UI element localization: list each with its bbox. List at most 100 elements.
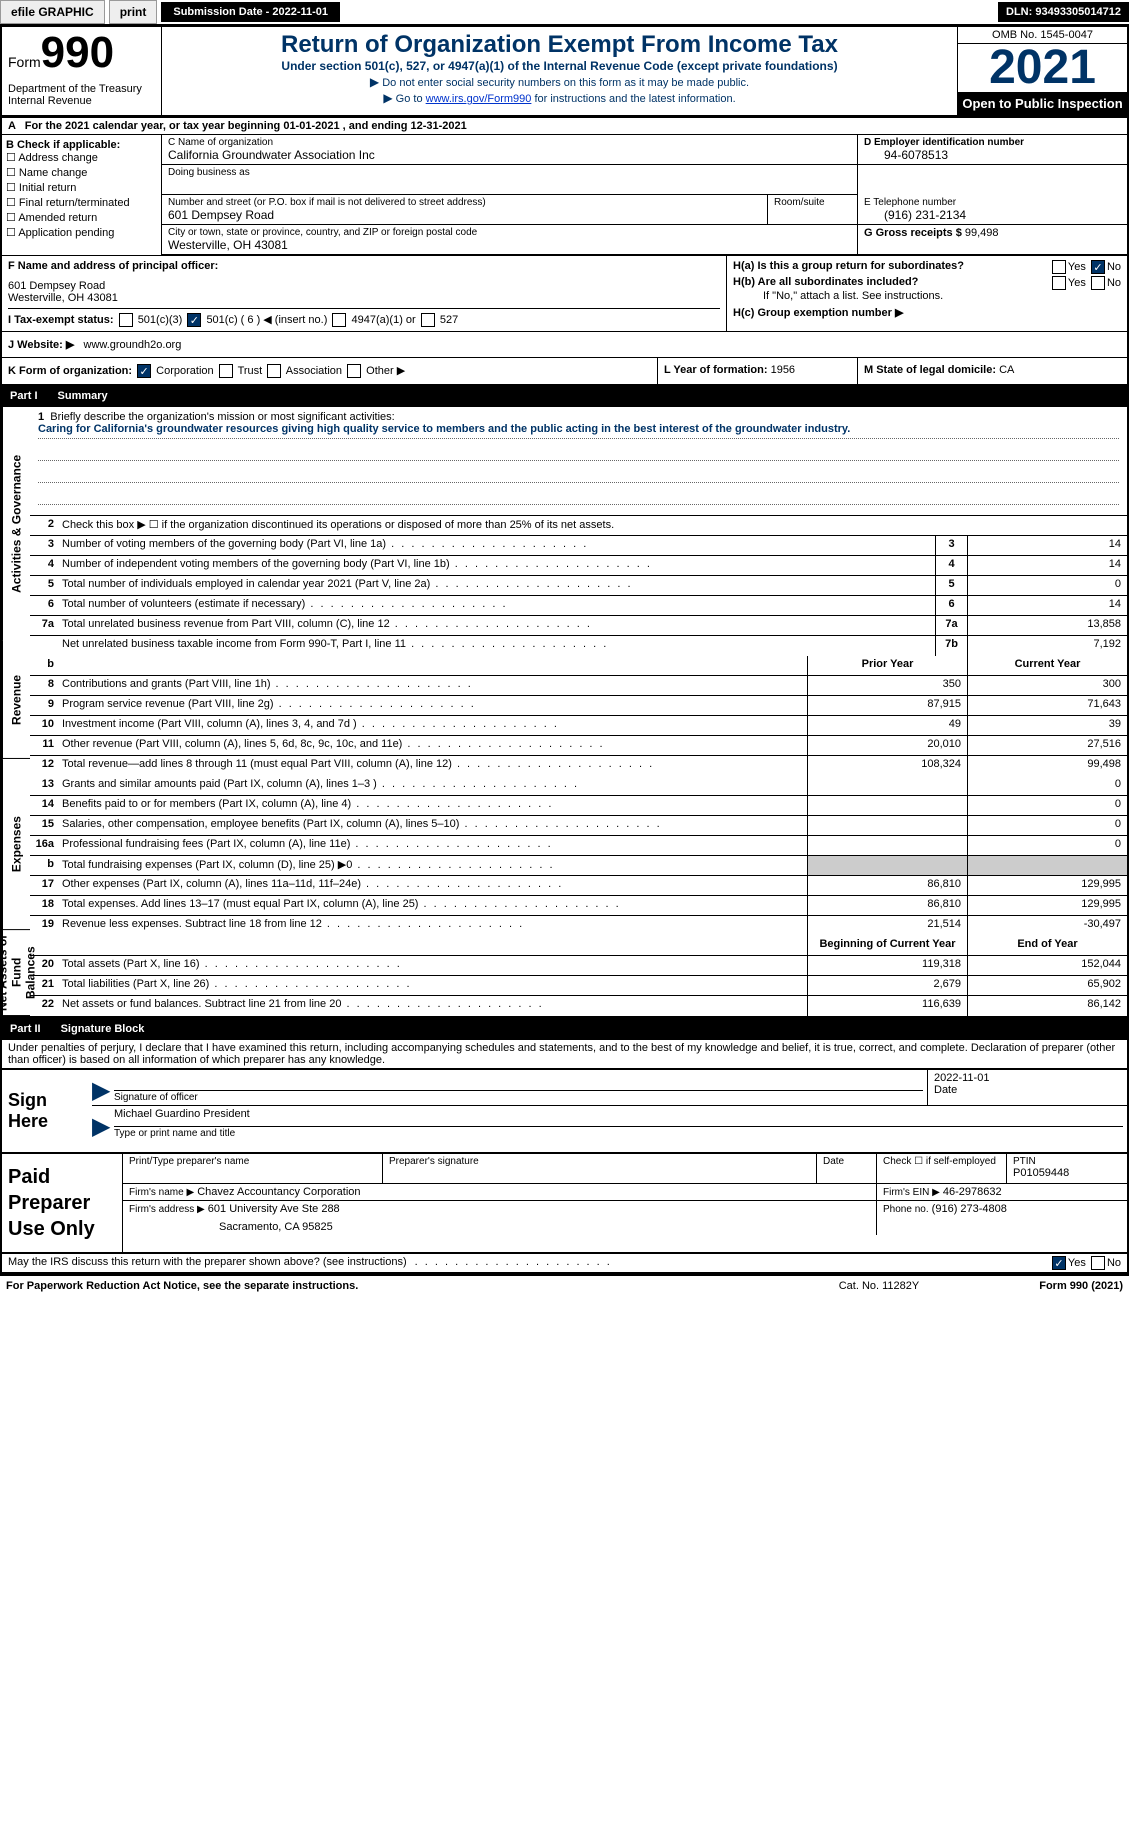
firm-ein: Firm's EIN ▶ 46-2978632: [877, 1184, 1127, 1200]
submission-date: Submission Date - 2022-11-01: [161, 2, 340, 22]
self-employed[interactable]: Check ☐ if self-employed: [877, 1154, 1007, 1183]
table-row: 5 Total number of individuals employed i…: [30, 576, 1127, 596]
org-name-cell: C Name of organization California Ground…: [162, 135, 857, 165]
paperwork-notice: For Paperwork Reduction Act Notice, see …: [0, 1274, 1129, 1296]
chk-amended[interactable]: ☐ Amended return: [6, 211, 157, 224]
officer-name: Michael Guardino President Type or print…: [110, 1106, 1127, 1141]
table-row: 3 Number of voting members of the govern…: [30, 536, 1127, 556]
chk-pending[interactable]: ☐ Application pending: [6, 226, 157, 239]
table-row: 7a Total unrelated business revenue from…: [30, 616, 1127, 636]
chk-4947[interactable]: [332, 313, 346, 327]
chk-initial[interactable]: ☐ Initial return: [6, 181, 157, 194]
firm-address: Firm's address ▶ 601 University Ave Ste …: [123, 1201, 877, 1235]
print-button[interactable]: print: [109, 0, 158, 24]
discuss-no[interactable]: [1091, 1256, 1105, 1270]
street-cell: Number and street (or P.O. box if mail i…: [162, 195, 767, 225]
org-form-row: K Form of organization: ✓ Corporation Tr…: [0, 358, 1129, 385]
ptin: PTIN P01059448: [1007, 1154, 1127, 1183]
form-subtitle: Under section 501(c), 527, or 4947(a)(1)…: [166, 59, 953, 73]
table-row: 10 Investment income (Part VIII, column …: [30, 716, 1127, 736]
form-title: Return of Organization Exempt From Incom…: [166, 31, 953, 59]
gross-cell: G Gross receipts $ 99,498: [857, 225, 1127, 255]
mission-block: 1 Briefly describe the organization's mi…: [30, 407, 1127, 516]
ein-cell: D Employer identification number 94-6078…: [857, 135, 1127, 165]
irs-link[interactable]: www.irs.gov/Form990: [426, 93, 532, 105]
sig-arrow-icon: ▶: [92, 1106, 110, 1141]
preparer-signature[interactable]: Preparer's signature: [383, 1154, 817, 1183]
chk-final[interactable]: ☐ Final return/terminated: [6, 196, 157, 209]
note-ssn: ▶ Do not enter social security numbers o…: [166, 75, 953, 89]
net-header: Beginning of Current Year End of Year: [30, 936, 1127, 956]
hb-no[interactable]: [1091, 276, 1105, 290]
chk-other[interactable]: [347, 364, 361, 378]
table-row: 15 Salaries, other compensation, employe…: [30, 816, 1127, 836]
website-row: J Website: ▶ www.groundh2o.org: [0, 332, 1129, 358]
preparer-name: Print/Type preparer's name: [123, 1154, 383, 1183]
discuss-row: May the IRS discuss this return with the…: [0, 1254, 1129, 1274]
prep-date: Date: [817, 1154, 877, 1183]
part2-header: Part II Signature Block: [0, 1018, 1129, 1040]
chk-corp[interactable]: ✓: [137, 364, 151, 378]
hb-yes[interactable]: [1052, 276, 1066, 290]
table-row: 19 Revenue less expenses. Subtract line …: [30, 916, 1127, 936]
group-return-section: H(a) Is this a group return for subordin…: [727, 256, 1127, 331]
officer-group-section: F Name and address of principal officer:…: [0, 255, 1129, 332]
dln: DLN: 93493305014712: [998, 2, 1129, 22]
chk-address[interactable]: ☐ Address change: [6, 151, 157, 164]
public-inspection: Open to Public Inspection: [958, 92, 1127, 115]
efile-button[interactable]: efile GRAPHIC: [0, 0, 105, 24]
sign-here-block: Sign Here ▶ Signature of officer 2022-11…: [0, 1070, 1129, 1154]
form-number: Form990: [8, 31, 155, 75]
tax-year: 2021: [958, 44, 1127, 92]
state-domicile: M State of legal domicile: CA: [857, 358, 1127, 384]
chk-527[interactable]: [421, 313, 435, 327]
table-row: 6 Total number of volunteers (estimate i…: [30, 596, 1127, 616]
chk-501c[interactable]: ✓: [187, 313, 201, 327]
officer-signature[interactable]: Signature of officer: [110, 1070, 927, 1105]
form-header: Form990 Department of the Treasury Inter…: [0, 25, 1129, 118]
signature-date: 2022-11-01 Date: [927, 1070, 1127, 1105]
sign-here-label: Sign Here: [2, 1070, 92, 1152]
org-info-section: B Check if applicable: ☐ Address change …: [0, 135, 1129, 255]
note-link: ▶ Go to www.irs.gov/Form990 for instruct…: [166, 91, 953, 105]
table-row: 17 Other expenses (Part IX, column (A), …: [30, 876, 1127, 896]
rev-header: b Prior Year Current Year: [30, 656, 1127, 676]
table-row: 22 Net assets or fund balances. Subtract…: [30, 996, 1127, 1016]
table-row: Net unrelated business taxable income fr…: [30, 636, 1127, 656]
vtab-group: Activities & Governance Revenue Expenses…: [2, 407, 30, 1016]
vtab-activities: Activities & Governance: [2, 407, 30, 641]
table-row: 9 Program service revenue (Part VIII, li…: [30, 696, 1127, 716]
table-row: b Total fundraising expenses (Part IX, c…: [30, 856, 1127, 876]
chk-trust[interactable]: [219, 364, 233, 378]
paid-preparer-label: Paid Preparer Use Only: [2, 1154, 122, 1252]
room-cell: Room/suite: [767, 195, 857, 225]
table-row: 8 Contributions and grants (Part VIII, l…: [30, 676, 1127, 696]
vtab-netassets: Net Assets or Fund Balances: [2, 930, 30, 1016]
city-cell: City or town, state or province, country…: [162, 225, 857, 255]
table-row: 18 Total expenses. Add lines 13–17 (must…: [30, 896, 1127, 916]
table-row: 21 Total liabilities (Part X, line 26) 2…: [30, 976, 1127, 996]
firm-phone: Phone no. (916) 273-4808: [877, 1201, 1127, 1235]
chk-501c3[interactable]: [119, 313, 133, 327]
ha-no[interactable]: ✓: [1091, 260, 1105, 274]
table-row: 4 Number of independent voting members o…: [30, 556, 1127, 576]
table-row: 14 Benefits paid to or for members (Part…: [30, 796, 1127, 816]
discuss-yes[interactable]: ✓: [1052, 1256, 1066, 1270]
dba-cell: Doing business as: [162, 165, 857, 195]
mission-text: Caring for California's groundwater reso…: [38, 423, 1119, 439]
line-2: 2 Check this box ▶ ☐ if the organization…: [30, 516, 1127, 536]
row-a-period: A For the 2021 calendar year, or tax yea…: [0, 118, 1129, 135]
chk-name[interactable]: ☐ Name change: [6, 166, 157, 179]
chk-assoc[interactable]: [267, 364, 281, 378]
part1-header: Part I Summary: [0, 385, 1129, 407]
ha-yes[interactable]: [1052, 260, 1066, 274]
vtab-expenses: Expenses: [2, 759, 30, 930]
table-row: 20 Total assets (Part X, line 16) 119,31…: [30, 956, 1127, 976]
summary-table: Activities & Governance Revenue Expenses…: [0, 407, 1129, 1018]
vtab-revenue: Revenue: [2, 641, 30, 759]
principal-officer: F Name and address of principal officer:…: [2, 256, 727, 331]
signature-intro: Under penalties of perjury, I declare th…: [0, 1040, 1129, 1070]
table-row: 16a Professional fundraising fees (Part …: [30, 836, 1127, 856]
col-b-checkboxes: B Check if applicable: ☐ Address change …: [2, 135, 162, 255]
firm-name: Firm's name ▶ Chavez Accountancy Corpora…: [123, 1184, 877, 1200]
